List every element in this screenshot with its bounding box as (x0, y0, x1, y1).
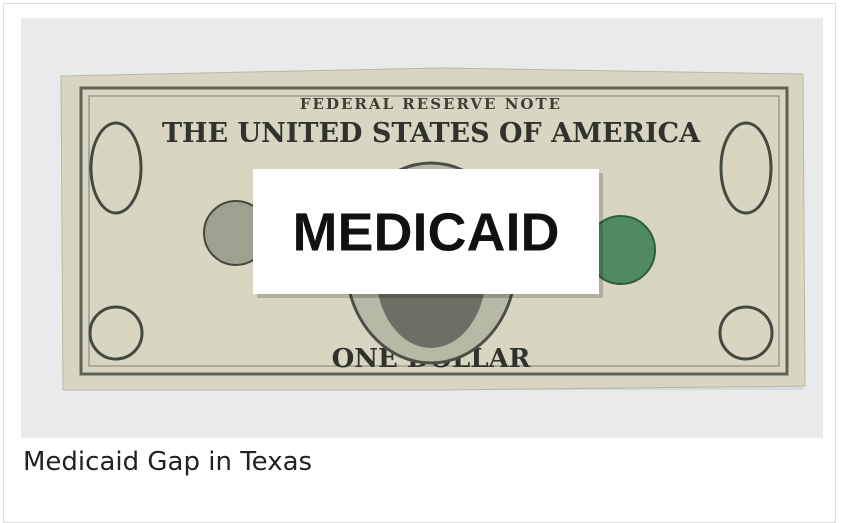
overlay-label: MEDICAID (293, 202, 560, 262)
card: FEDERAL RESERVE NOTE THE UNITED STATES O… (3, 3, 836, 523)
caption: Medicaid Gap in Texas (23, 447, 312, 477)
bill-country: THE UNITED STATES OF AMERICA (162, 118, 701, 149)
bill-header: FEDERAL RESERVE NOTE (300, 95, 562, 113)
photo: FEDERAL RESERVE NOTE THE UNITED STATES O… (21, 18, 823, 438)
